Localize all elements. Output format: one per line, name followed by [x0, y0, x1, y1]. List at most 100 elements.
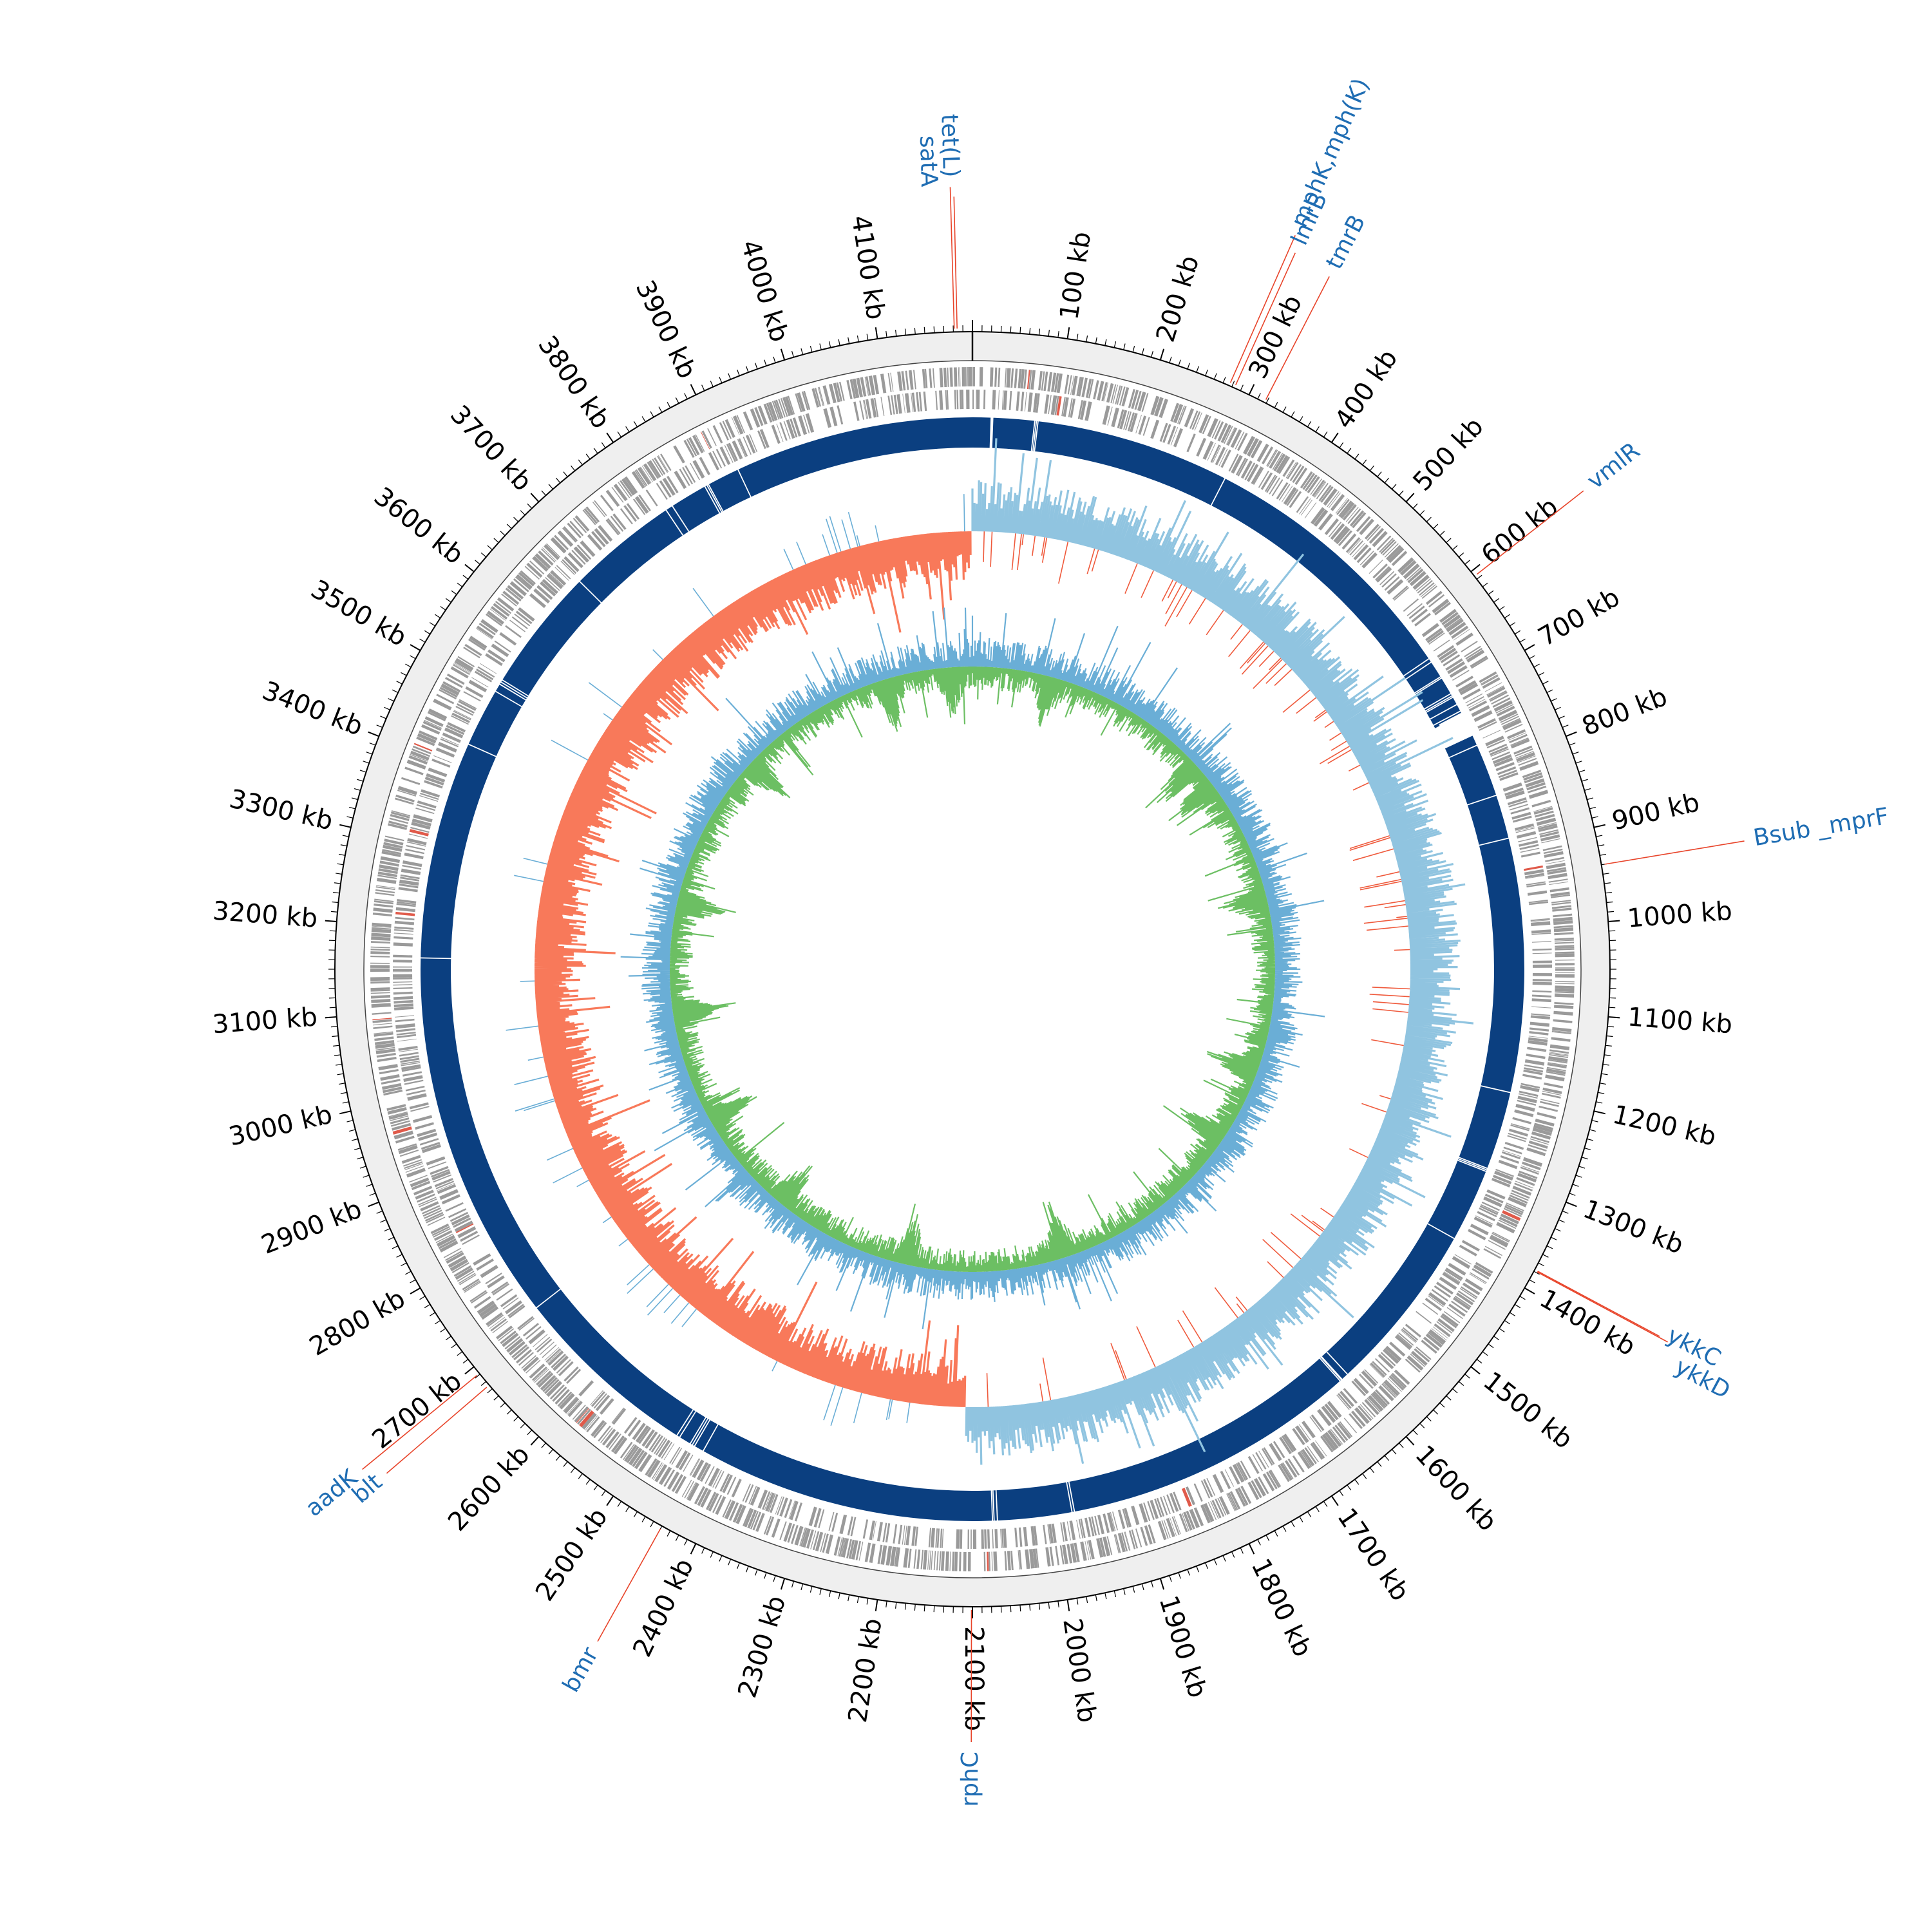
cds-feature	[1483, 1196, 1502, 1208]
cds-feature	[1548, 873, 1567, 880]
cds-feature	[415, 1189, 434, 1200]
cds-feature	[1088, 1540, 1095, 1560]
cds-feature	[961, 390, 964, 410]
minor-tick	[1562, 724, 1569, 728]
cds-feature	[507, 1303, 524, 1317]
cds-feature	[393, 984, 413, 986]
minor-tick	[641, 1516, 646, 1522]
minor-tick	[625, 426, 630, 433]
cds-feature	[1453, 1296, 1471, 1311]
cds-feature	[699, 1463, 712, 1482]
backbone-gap	[702, 1423, 719, 1453]
cds-feature	[1405, 1323, 1421, 1338]
cds-feature	[1076, 376, 1081, 396]
cds-feature	[536, 585, 553, 600]
cds-feature	[743, 436, 752, 455]
cds-feature	[387, 1106, 407, 1115]
cds-feature	[1445, 658, 1463, 671]
tick-label: 100 kb	[1054, 230, 1097, 322]
cds-feature	[395, 907, 416, 913]
cds-feature	[1412, 574, 1430, 590]
cds-feature	[375, 889, 395, 894]
cds-feature	[574, 515, 590, 532]
minor-tick	[445, 1336, 451, 1341]
backbone-gap	[1457, 1157, 1488, 1171]
cds-feature	[1439, 609, 1457, 623]
cds-feature	[1520, 1166, 1539, 1175]
cds-feature	[650, 1435, 663, 1453]
cds-feature	[374, 903, 393, 908]
cds-feature	[612, 513, 627, 530]
minor-tick	[1222, 1555, 1226, 1562]
cds-feature	[820, 1533, 826, 1552]
cds-feature	[393, 999, 413, 1004]
cds-feature	[457, 703, 475, 714]
cds-feature	[1045, 1547, 1051, 1567]
cds-feature	[1224, 1469, 1235, 1487]
cds-feature	[513, 578, 529, 592]
minor-tick	[746, 366, 749, 373]
cds-feature	[1059, 1545, 1065, 1565]
cds-feature	[800, 1528, 808, 1547]
cds-feature	[505, 589, 521, 601]
backbone-gap	[691, 1417, 709, 1446]
cds-feature	[1130, 413, 1138, 433]
cds-feature	[1051, 372, 1057, 392]
cds-feature	[1224, 426, 1233, 444]
cds-feature	[1170, 427, 1179, 446]
cds-feature	[928, 1528, 931, 1548]
cds-feature	[427, 711, 446, 722]
cds-feature	[801, 391, 809, 411]
cds-feature	[393, 966, 413, 968]
cds-feature	[390, 813, 410, 821]
cds-feature	[833, 383, 840, 402]
cds-feature	[949, 367, 953, 387]
cds-feature	[1271, 479, 1283, 497]
tick-label: 700 kb	[1533, 583, 1625, 653]
cds-feature	[889, 1546, 896, 1566]
cds-feature	[1528, 1141, 1548, 1149]
cds-feature	[890, 372, 894, 392]
cds-feature	[1531, 941, 1551, 943]
minor-tick	[1458, 1381, 1464, 1387]
cds-feature	[1184, 408, 1195, 428]
cds-feature	[1531, 921, 1551, 927]
minor-tick	[1591, 1120, 1598, 1122]
cds-feature	[1555, 974, 1575, 978]
cds-feature	[1495, 1168, 1514, 1177]
cds-feature	[1526, 1054, 1546, 1059]
cds-feature	[1044, 394, 1050, 414]
cds-feature	[1511, 1189, 1530, 1199]
gene-label: bmr	[558, 1643, 603, 1697]
cds-feature	[399, 1052, 419, 1057]
cds-feature	[1372, 1361, 1387, 1376]
cds-feature	[611, 1407, 625, 1424]
cds-feature	[1004, 368, 1007, 388]
cds-feature	[1444, 1269, 1463, 1282]
cds-feature	[1461, 640, 1478, 652]
cds-feature	[916, 1549, 921, 1569]
minor-tick	[1362, 459, 1367, 466]
minor-tick	[337, 1073, 344, 1075]
minor-tick	[410, 1279, 416, 1283]
cds-feature	[1381, 573, 1397, 588]
cds-feature	[724, 445, 734, 463]
cds-feature	[550, 537, 567, 554]
cds-feature	[564, 1397, 580, 1414]
cds-feature	[1270, 1470, 1282, 1487]
cds-feature	[685, 465, 696, 483]
minor-tick	[1257, 393, 1261, 399]
cds-feature	[511, 616, 528, 629]
cds-feature	[719, 422, 729, 440]
cds-feature	[1379, 538, 1394, 553]
cds-feature	[1528, 1040, 1548, 1046]
cds-feature	[531, 1366, 547, 1381]
cds-feature	[1177, 405, 1185, 424]
cds-feature	[522, 1323, 539, 1337]
minor-tick	[1581, 1157, 1588, 1160]
cds-feature	[891, 395, 895, 415]
cds-feature	[1461, 1286, 1478, 1298]
tick-label: 500 kb	[1407, 412, 1489, 497]
minor-tick	[527, 1430, 533, 1435]
minor-tick	[1584, 1148, 1591, 1151]
